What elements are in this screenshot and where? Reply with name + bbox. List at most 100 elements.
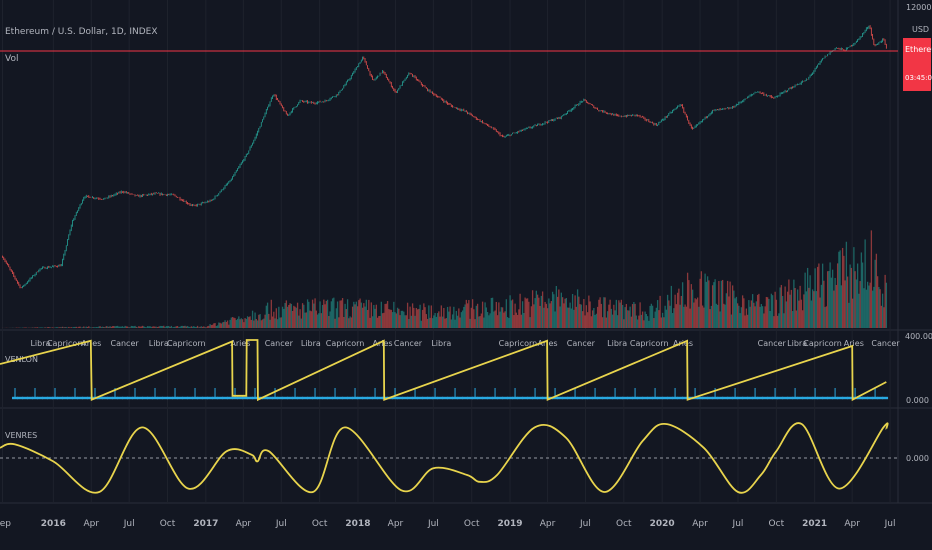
volume-bar	[655, 307, 658, 328]
volume-bar	[283, 308, 285, 328]
volume-bar	[390, 309, 392, 328]
volume-bar	[178, 327, 180, 328]
volume-bar	[596, 306, 599, 328]
volume-bar	[765, 296, 768, 328]
volume-bar	[148, 326, 150, 328]
volume-bar	[260, 320, 262, 328]
time-axis-tick-label: Apr	[844, 519, 860, 529]
volume-bar	[529, 317, 531, 328]
time-axis-tick-label: Jul	[579, 519, 591, 529]
volume-bar	[731, 285, 734, 328]
volume-bar	[578, 296, 580, 328]
volume-bar	[174, 326, 176, 328]
volume-bar	[806, 267, 809, 328]
volume-bar	[234, 318, 236, 328]
volume-bar	[800, 299, 803, 328]
venlon-markers	[12, 388, 889, 400]
price-scale[interactable]: 12000.00 USD Ethereum 03:45:06 400.000	[903, 3, 932, 341]
zodiac-label: Capricorn	[47, 339, 86, 348]
volume-bar	[743, 298, 745, 328]
volume-bar	[64, 327, 66, 328]
symbol-title[interactable]: Ethereum / U.S. Dollar, 1D, INDEX	[5, 27, 158, 37]
volume-bar	[821, 263, 824, 328]
volume-bar	[513, 315, 515, 328]
volume-bar	[730, 314, 733, 328]
volume-bar	[330, 301, 332, 328]
volume-bar	[589, 301, 591, 328]
volume-bar	[638, 315, 640, 328]
time-axis-tick-label: Jul	[884, 519, 896, 529]
volume-bar	[645, 313, 648, 328]
volume-bar	[183, 326, 185, 328]
volume-bar	[455, 310, 457, 328]
volume-bar	[248, 317, 250, 328]
volume-bar	[396, 307, 399, 328]
volume-bar	[320, 313, 322, 328]
volume-bar	[429, 317, 431, 328]
time-axis[interactable]: Sep 2016 Apr Jul Oct 2017 Apr Jul Oct 2018 Apr Jul O…	[0, 519, 896, 529]
volume-bar	[100, 327, 102, 328]
volume-bar	[385, 303, 387, 328]
venres-pane[interactable]: VENRES 0.000	[0, 422, 929, 494]
time-axis-tick-label: Apr	[83, 519, 99, 529]
volume-bar	[449, 306, 451, 328]
volume-bar	[651, 305, 654, 328]
volume-bar	[864, 239, 866, 328]
volume-bar	[353, 301, 355, 328]
time-axis-tick-label: 2017	[193, 519, 218, 529]
volume-bar	[799, 285, 801, 328]
volume-bar	[671, 313, 674, 328]
zodiac-label: Aries	[372, 339, 392, 348]
volume-bar	[328, 316, 330, 328]
volume-bar	[135, 326, 137, 328]
volume-bar	[373, 305, 375, 328]
volume-bar	[286, 306, 289, 328]
volume-bar	[559, 306, 561, 328]
volume-bar	[746, 314, 749, 328]
volume-bar	[393, 301, 395, 328]
volume-bar	[563, 303, 565, 328]
volume-bar	[150, 326, 152, 328]
volume-bar	[108, 326, 110, 328]
volume-bar	[625, 303, 628, 328]
volume-bar	[255, 318, 257, 328]
volume-bar	[831, 269, 834, 328]
volume-bar	[231, 317, 234, 328]
volume-bar	[375, 304, 377, 328]
volume-bar	[699, 278, 701, 328]
volume-bar	[605, 317, 608, 328]
volume-bar	[421, 309, 424, 328]
volume-bar	[785, 301, 788, 328]
volume-bar	[525, 298, 527, 328]
volume-bar	[121, 326, 124, 328]
volume-bar	[855, 279, 858, 328]
volume-bar	[573, 309, 575, 328]
volume-bar	[809, 275, 811, 328]
volume-bar	[723, 303, 725, 328]
volume-bar	[268, 313, 270, 328]
volume-bar	[720, 280, 723, 328]
volume-bar	[851, 298, 854, 328]
volume-bar	[713, 282, 715, 328]
volume-bar	[628, 310, 630, 328]
volume-bar	[763, 313, 765, 328]
volume-bar	[450, 319, 452, 328]
time-axis-tick-label: 2019	[498, 519, 523, 529]
volume-bar	[324, 304, 326, 328]
volume-bar	[370, 302, 372, 328]
volume-bar	[345, 309, 347, 328]
volume-bar	[676, 292, 679, 328]
volume-bar	[415, 307, 417, 328]
volume-bar	[839, 250, 841, 328]
volume-bar	[666, 294, 669, 328]
volume-bar	[78, 326, 80, 328]
volume-bar	[125, 326, 127, 328]
volume-bar	[678, 288, 680, 328]
volume-bar	[440, 305, 442, 328]
volume-bar	[536, 294, 539, 328]
volume-bar	[546, 308, 549, 328]
volume-bar	[828, 270, 830, 328]
